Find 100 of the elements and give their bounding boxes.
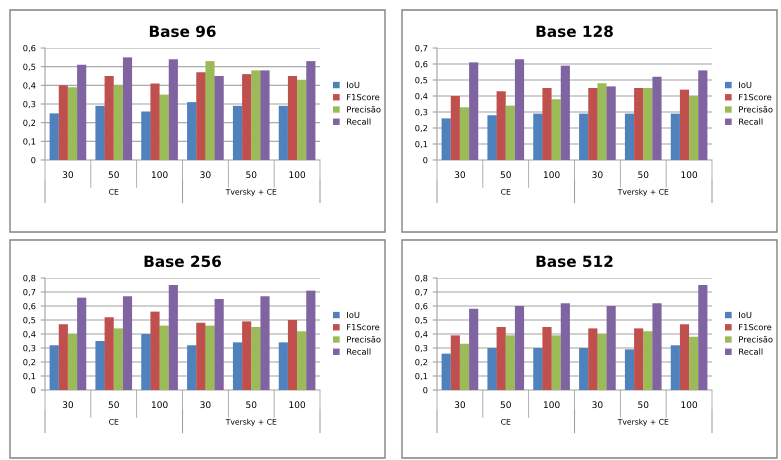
- y-tick-label: 0,4: [415, 92, 428, 100]
- bar: [196, 72, 206, 160]
- bar: [514, 306, 524, 390]
- x-tick-label: 30: [62, 171, 74, 178]
- legend-label: F1Score: [739, 94, 772, 100]
- legend-label: Recall: [347, 348, 370, 355]
- bar: [251, 327, 260, 390]
- bar: [205, 326, 215, 390]
- x-tick-label: 30: [200, 401, 211, 408]
- bar: [542, 88, 552, 160]
- legend-label: F1Score: [739, 324, 772, 330]
- legend-label: Recall: [739, 118, 762, 125]
- bar: [606, 86, 616, 160]
- x-tick-label: 100: [289, 171, 306, 178]
- bar: [50, 113, 59, 160]
- x-tick-label: 50: [500, 401, 511, 408]
- bar: [242, 74, 252, 160]
- x-tick-label: 50: [638, 171, 648, 178]
- legend-label: Recall: [347, 118, 370, 125]
- bar: [232, 106, 242, 160]
- legend-label: F1Score: [347, 324, 380, 330]
- y-tick-label: 0,5: [23, 316, 36, 324]
- bar: [624, 114, 634, 160]
- bar: [251, 70, 260, 160]
- x-tick-label: 50: [246, 171, 256, 178]
- legend-label: IoU: [347, 312, 360, 318]
- bar: [460, 107, 470, 160]
- legend-label: IoU: [739, 312, 752, 318]
- bar: [288, 76, 298, 160]
- legend-label: IoU: [739, 82, 752, 88]
- bar: [104, 76, 114, 160]
- y-tick-label: 0,6: [415, 60, 428, 68]
- y-tick-label: 0,4: [415, 330, 428, 338]
- x-tick-label: 30: [454, 171, 466, 178]
- bar: [588, 328, 598, 390]
- bar: [278, 106, 288, 160]
- y-tick-label: 0,2: [415, 358, 428, 366]
- x-tick-label: 30: [592, 171, 603, 178]
- y-tick-label: 0,5: [415, 316, 428, 324]
- chart-title: Base 128: [536, 26, 613, 38]
- bar: [297, 80, 306, 160]
- bar: [597, 83, 607, 160]
- y-tick-label: 0,2: [23, 120, 36, 127]
- y-tick-label: 0,6: [23, 44, 36, 52]
- bar: [95, 106, 105, 160]
- legend-label: Precisão: [739, 106, 773, 113]
- y-tick-label: 0,7: [23, 288, 36, 296]
- y-tick-label: 0,8: [23, 274, 36, 282]
- bar: [242, 321, 252, 390]
- x-tick-label: 30: [454, 401, 466, 408]
- bar: [288, 320, 298, 390]
- x-tick-label: 100: [681, 401, 698, 408]
- bar: [114, 328, 123, 390]
- y-tick-label: 0,4: [23, 330, 36, 338]
- bar: [187, 345, 196, 390]
- x-tick-label: 50: [500, 171, 511, 178]
- chart-title: Base 512: [536, 256, 612, 268]
- y-tick-label: 0,2: [23, 358, 36, 366]
- bar: [487, 348, 497, 390]
- bar: [689, 96, 698, 160]
- bar: [588, 88, 598, 160]
- y-tick-label: 0,3: [415, 344, 428, 352]
- bar: [68, 87, 78, 160]
- bar: [442, 118, 451, 160]
- bar: [150, 83, 160, 160]
- legend-label: Precisão: [739, 336, 773, 343]
- bar: [487, 115, 497, 160]
- y-tick-label: 0,1: [415, 372, 428, 380]
- y-tick-label: 0,7: [415, 44, 428, 52]
- bar: [77, 64, 86, 160]
- y-tick-label: 0,5: [415, 76, 428, 84]
- bar: [442, 354, 451, 390]
- bar: [533, 114, 542, 160]
- bar: [606, 306, 616, 390]
- legend-label: IoU: [347, 82, 360, 88]
- bar: [450, 335, 460, 390]
- bar: [496, 327, 506, 390]
- legend-label: Precisão: [347, 336, 381, 343]
- bar: [260, 296, 270, 390]
- y-tick-label: 0,1: [23, 138, 36, 146]
- x-tick-label: 50: [108, 401, 119, 408]
- x-tick-label: 50: [246, 401, 256, 408]
- bar: [122, 57, 132, 160]
- y-tick-label: 0,8: [415, 274, 428, 282]
- bar: [196, 322, 206, 390]
- y-tick-label: 0,1: [23, 372, 36, 380]
- bar: [643, 88, 652, 160]
- x-tick-label: 100: [289, 401, 306, 408]
- bar: [652, 76, 662, 160]
- x-tick-label: 30: [592, 401, 603, 408]
- bar: [670, 345, 680, 390]
- bar: [552, 99, 561, 160]
- bar: [278, 342, 288, 390]
- bar: [232, 342, 242, 390]
- x-tick-label: 100: [152, 171, 168, 178]
- bar: [542, 327, 552, 390]
- bar: [50, 345, 59, 390]
- y-tick-label: 0,7: [415, 288, 428, 296]
- bar: [698, 70, 708, 160]
- bar: [168, 285, 178, 390]
